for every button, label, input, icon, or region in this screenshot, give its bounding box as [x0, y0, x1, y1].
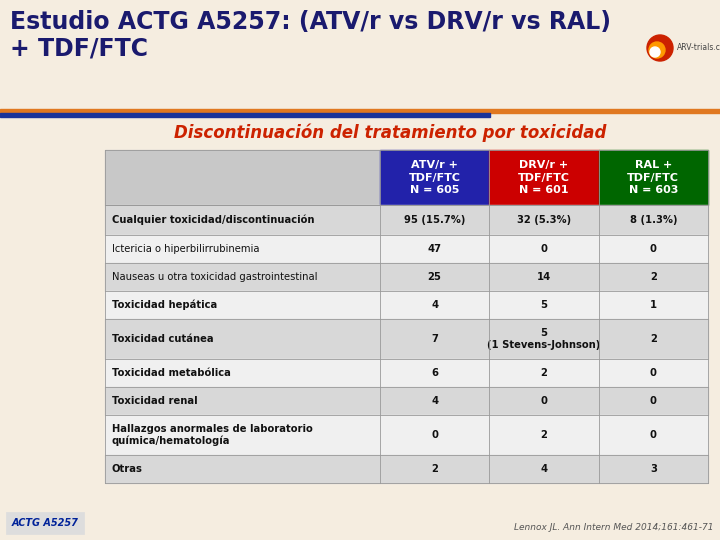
Bar — [490, 150, 598, 205]
Text: 0: 0 — [541, 244, 547, 254]
Text: Lennox JL. Ann Intern Med 2014;161:461-71: Lennox JL. Ann Intern Med 2014;161:461-7… — [515, 523, 714, 532]
Text: 7: 7 — [431, 334, 438, 344]
Text: Nauseas u otra toxicidad gastrointestinal: Nauseas u otra toxicidad gastrointestina… — [112, 272, 318, 282]
Text: Estudio ACTG A5257: (ATV/r vs DRV/r vs RAL): Estudio ACTG A5257: (ATV/r vs DRV/r vs R… — [10, 10, 611, 34]
Circle shape — [650, 47, 660, 57]
Bar — [380, 150, 490, 205]
Text: 2: 2 — [541, 430, 547, 440]
Text: Cualquier toxicidad/discontinuación: Cualquier toxicidad/discontinuación — [112, 215, 315, 225]
Text: 0: 0 — [541, 396, 547, 406]
Text: 14: 14 — [537, 272, 551, 282]
Text: Toxicidad metabólica: Toxicidad metabólica — [112, 368, 231, 378]
Text: DRV/r +
TDF/FTC
N = 601: DRV/r + TDF/FTC N = 601 — [518, 160, 570, 195]
Text: 47: 47 — [428, 244, 441, 254]
Bar — [0, 109, 720, 113]
Text: 1: 1 — [649, 300, 657, 310]
Circle shape — [647, 35, 673, 61]
Bar — [105, 319, 708, 359]
Text: 0: 0 — [650, 244, 657, 254]
Text: 2: 2 — [431, 464, 438, 474]
Text: 2: 2 — [650, 272, 657, 282]
Text: 5: 5 — [541, 300, 547, 310]
Text: Discontinuación del tratamiento por toxicidad: Discontinuación del tratamiento por toxi… — [174, 123, 606, 141]
Bar — [0, 113, 490, 117]
Text: 4: 4 — [431, 300, 438, 310]
Text: Toxicidad cutánea: Toxicidad cutánea — [112, 334, 214, 344]
Text: 3: 3 — [650, 464, 657, 474]
Text: 4: 4 — [431, 396, 438, 406]
Bar — [6, 512, 84, 534]
Text: Toxicidad renal: Toxicidad renal — [112, 396, 197, 406]
Text: 32 (5.3%): 32 (5.3%) — [517, 215, 571, 225]
Text: RAL +
TDF/FTC
N = 603: RAL + TDF/FTC N = 603 — [627, 160, 680, 195]
Bar — [105, 387, 708, 415]
Text: 6: 6 — [431, 368, 438, 378]
Bar — [105, 415, 708, 455]
Text: ATV/r +
TDF/FTC
N = 605: ATV/r + TDF/FTC N = 605 — [409, 160, 461, 195]
Bar — [105, 235, 708, 263]
Text: ACTG A5257: ACTG A5257 — [12, 518, 78, 528]
Text: Ictericia o hiperbilirrubinemia: Ictericia o hiperbilirrubinemia — [112, 244, 259, 254]
Text: 0: 0 — [650, 396, 657, 406]
Bar — [105, 150, 380, 205]
Text: 25: 25 — [428, 272, 441, 282]
Text: 2: 2 — [541, 368, 547, 378]
Text: 0: 0 — [650, 430, 657, 440]
Bar — [598, 150, 708, 205]
Text: 95 (15.7%): 95 (15.7%) — [404, 215, 465, 225]
Text: Otras: Otras — [112, 464, 143, 474]
Bar — [105, 263, 708, 291]
Text: 0: 0 — [650, 368, 657, 378]
Text: 5
(1 Stevens-Johnson): 5 (1 Stevens-Johnson) — [487, 328, 600, 350]
Text: 8 (1.3%): 8 (1.3%) — [629, 215, 677, 225]
Text: + TDF/FTC: + TDF/FTC — [10, 36, 148, 60]
Circle shape — [649, 42, 665, 58]
Text: Hallazgos anormales de laboratorio
química/hematología: Hallazgos anormales de laboratorio quími… — [112, 424, 312, 446]
Bar — [0, 0, 720, 115]
Text: ARV-trials.com: ARV-trials.com — [677, 44, 720, 52]
Text: 4: 4 — [541, 464, 548, 474]
Text: 0: 0 — [431, 430, 438, 440]
Bar — [105, 291, 708, 319]
Bar — [105, 205, 708, 235]
Bar — [105, 455, 708, 483]
Text: 2: 2 — [650, 334, 657, 344]
Text: Toxicidad hepática: Toxicidad hepática — [112, 300, 217, 310]
Bar — [105, 359, 708, 387]
